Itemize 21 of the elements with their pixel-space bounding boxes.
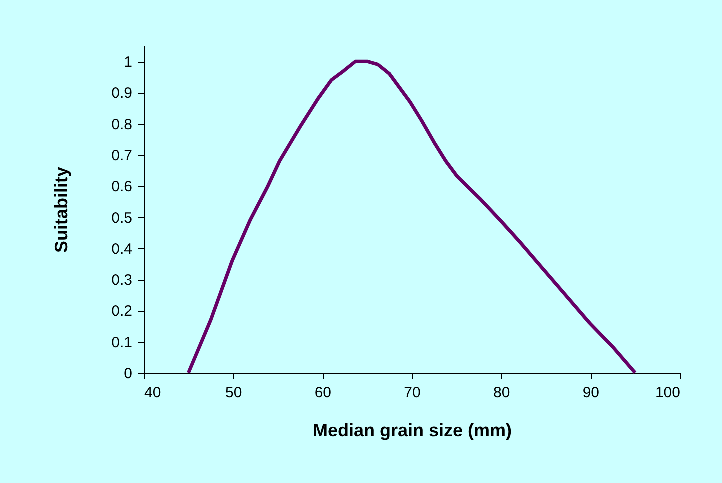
y-tick-label: 0.8 xyxy=(112,116,132,134)
x-tick-label: 60 xyxy=(314,384,332,402)
x-tick-label: 80 xyxy=(493,384,510,402)
line-series xyxy=(186,60,638,375)
y-axis-title: Suitability xyxy=(52,166,72,254)
y-tick-label: 1 xyxy=(124,54,132,72)
x-tick-label: 70 xyxy=(404,384,421,402)
y-tick-label: 0 xyxy=(124,366,132,382)
y-tick-label: 0.7 xyxy=(112,148,132,164)
x-tick-label: 90 xyxy=(582,384,600,402)
y-tick-label: 0.5 xyxy=(112,210,132,227)
y-tick-label: 0.6 xyxy=(112,178,132,196)
x-tick-label: 100 xyxy=(655,384,680,402)
x-tick-label: 50 xyxy=(225,384,242,402)
x-tick-label: 40 xyxy=(144,384,162,402)
y-tick-label: 0.4 xyxy=(112,240,132,258)
y-tick-label: 0.2 xyxy=(112,303,132,320)
x-axis-title: Median grain size (mm) xyxy=(312,420,512,440)
y-tick-label: 0.3 xyxy=(112,272,132,290)
y-tick-label: 0.9 xyxy=(112,85,132,102)
y-tick-label: 0.1 xyxy=(112,334,132,352)
